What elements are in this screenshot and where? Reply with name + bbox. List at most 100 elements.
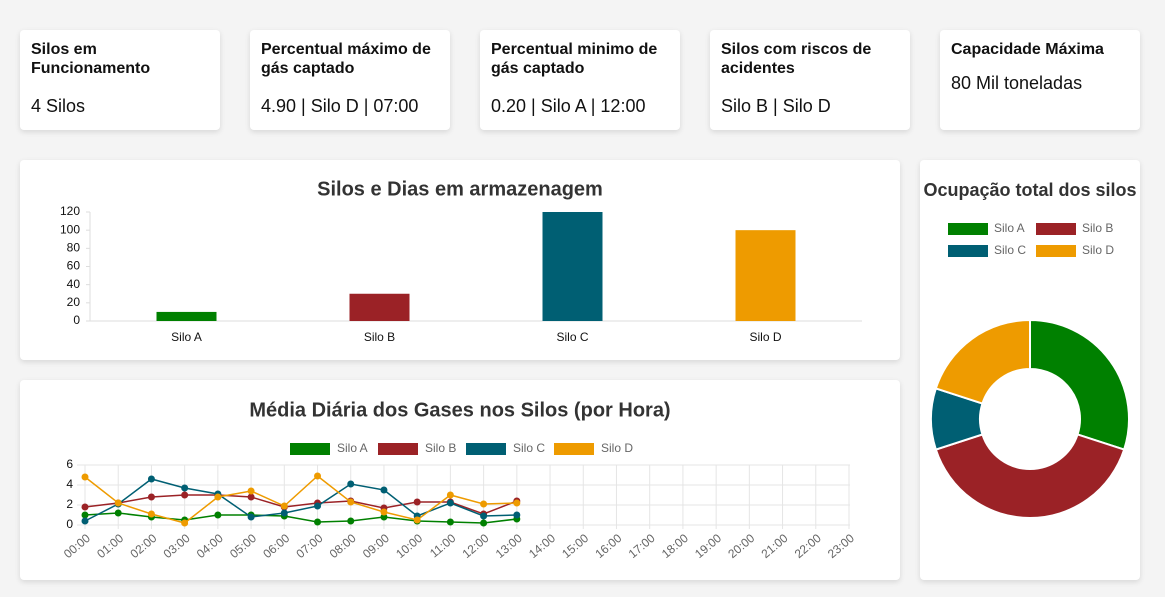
doughnut-card: Ocupação total dos silos Silo A Silo B Silo… — [920, 160, 1140, 580]
x-tick-label: Silo A — [171, 330, 202, 344]
point — [181, 484, 189, 492]
y-tick-label: 0 — [66, 517, 73, 531]
x-tick-label: 12:00 — [460, 531, 492, 561]
kpi-title: Percentual minimo de gás captado — [491, 41, 658, 77]
x-tick-label: Silo B — [364, 330, 395, 344]
y-tick-label: 4 — [66, 477, 73, 491]
point — [147, 475, 155, 483]
x-tick-label: 09:00 — [360, 531, 392, 561]
x-tick-label: 18:00 — [659, 531, 691, 561]
kpi-value: 80 Mil toneladas — [951, 73, 1083, 93]
y-tick-label: 40 — [67, 277, 81, 291]
kpi-card: Silos em Funcionamento 4 Silos — [20, 30, 220, 130]
point — [81, 517, 89, 525]
point — [81, 511, 89, 519]
y-tick-label: 120 — [60, 204, 80, 218]
y-tick-label: 20 — [67, 295, 81, 309]
point — [181, 519, 189, 527]
x-tick-label: 14:00 — [526, 531, 558, 561]
series-line — [84, 478, 517, 522]
point — [247, 493, 255, 501]
line-card: Média Diária dos Gases nos Silos (por Ho… — [20, 380, 900, 580]
bar-chart: Silos e Dias em armazenagem 0 20 40 60 80 100 1… — [60, 178, 862, 344]
point — [480, 519, 488, 527]
point — [280, 509, 288, 517]
point — [214, 493, 222, 501]
kpi-card: Percentual máximo de gás captado 4.90 | S… — [250, 30, 450, 130]
point — [314, 472, 322, 480]
x-tick-label: 06:00 — [260, 531, 292, 561]
point — [314, 518, 322, 526]
x-tick-label: 04:00 — [194, 531, 226, 561]
series-line — [84, 475, 517, 524]
kpi-value: 0.20 | Silo A | 12:00 — [491, 96, 646, 116]
legend-swatch — [1036, 223, 1076, 235]
legend-label: Silo D — [601, 441, 633, 455]
y-tick-label: 80 — [67, 241, 81, 255]
bar — [735, 230, 796, 321]
point — [247, 513, 255, 521]
legend-label: Silo D — [1082, 243, 1114, 257]
point — [147, 510, 155, 518]
x-tick-label: 01:00 — [94, 531, 126, 561]
point — [181, 491, 189, 499]
point — [513, 499, 521, 507]
line-chart: Média Diária dos Gases nos Silos (por Ho… — [61, 399, 857, 561]
point — [280, 502, 288, 510]
legend-swatch — [290, 443, 330, 455]
point — [214, 511, 222, 519]
kpi-title: Percentual máximo de gás captado — [261, 41, 431, 77]
x-tick-label: 13:00 — [493, 531, 525, 561]
x-tick-label: 15:00 — [559, 531, 591, 561]
x-tick-label: 11:00 — [427, 531, 459, 561]
point — [81, 473, 89, 481]
point — [480, 500, 488, 508]
x-tick-label: 23:00 — [825, 531, 857, 561]
kpi-value: 4.90 | Silo D | 07:00 — [261, 96, 419, 116]
y-tick-label: 100 — [60, 222, 80, 236]
x-tick-label: 05:00 — [227, 531, 259, 561]
x-tick-label: 08:00 — [327, 531, 359, 561]
point — [513, 511, 521, 519]
kpi-value: 4 Silos — [31, 96, 86, 116]
x-tick-label: 22:00 — [792, 531, 824, 561]
legend-label: Silo A — [337, 441, 368, 455]
x-tick-label: 20:00 — [725, 531, 757, 561]
kpi-title: Capacidade Máxima — [951, 41, 1104, 58]
x-tick-label: 02:00 — [127, 531, 159, 561]
point — [247, 487, 255, 495]
series-line — [84, 494, 518, 515]
x-tick-label: 19:00 — [692, 531, 724, 561]
bar — [156, 311, 217, 321]
kpi-title: Silos em Funcionamento — [31, 41, 151, 77]
x-tick-label: Silo C — [556, 330, 588, 344]
chart-title: Silos e Dias em armazenagem — [317, 178, 603, 200]
doughnut-segment — [1029, 318, 1130, 451]
y-tick-label: 60 — [67, 259, 81, 273]
point — [81, 503, 89, 511]
x-tick-label: 03:00 — [161, 531, 193, 561]
x-tick-label: 07:00 — [293, 531, 325, 561]
point — [114, 499, 122, 507]
point — [380, 513, 388, 521]
x-tick-label: Silo D — [749, 330, 781, 344]
point — [413, 516, 421, 524]
legend-label: Silo B — [425, 441, 456, 455]
x-tick-label: 16:00 — [592, 531, 624, 561]
legend-swatch — [948, 245, 988, 257]
legend-swatch — [948, 223, 988, 235]
bar — [542, 212, 603, 321]
doughnut-segment — [934, 318, 1031, 405]
x-tick-label: 00:00 — [61, 531, 93, 561]
chart-title: Média Diária dos Gases nos Silos (por Ho… — [249, 399, 670, 421]
legend-swatch — [466, 443, 506, 455]
point — [147, 493, 155, 501]
bar-card: Silos e Dias em armazenagem 0 20 40 60 80 100 1… — [20, 160, 900, 360]
point — [347, 498, 355, 506]
kpi-value: Silo B | Silo D — [721, 96, 831, 116]
point — [413, 498, 421, 506]
doughnut-chart: Ocupação total dos silos Silo A Silo B Silo… — [923, 180, 1137, 519]
point — [380, 508, 388, 516]
kpi-card: Percentual minimo de gás captado 0.20 | S… — [480, 30, 680, 130]
